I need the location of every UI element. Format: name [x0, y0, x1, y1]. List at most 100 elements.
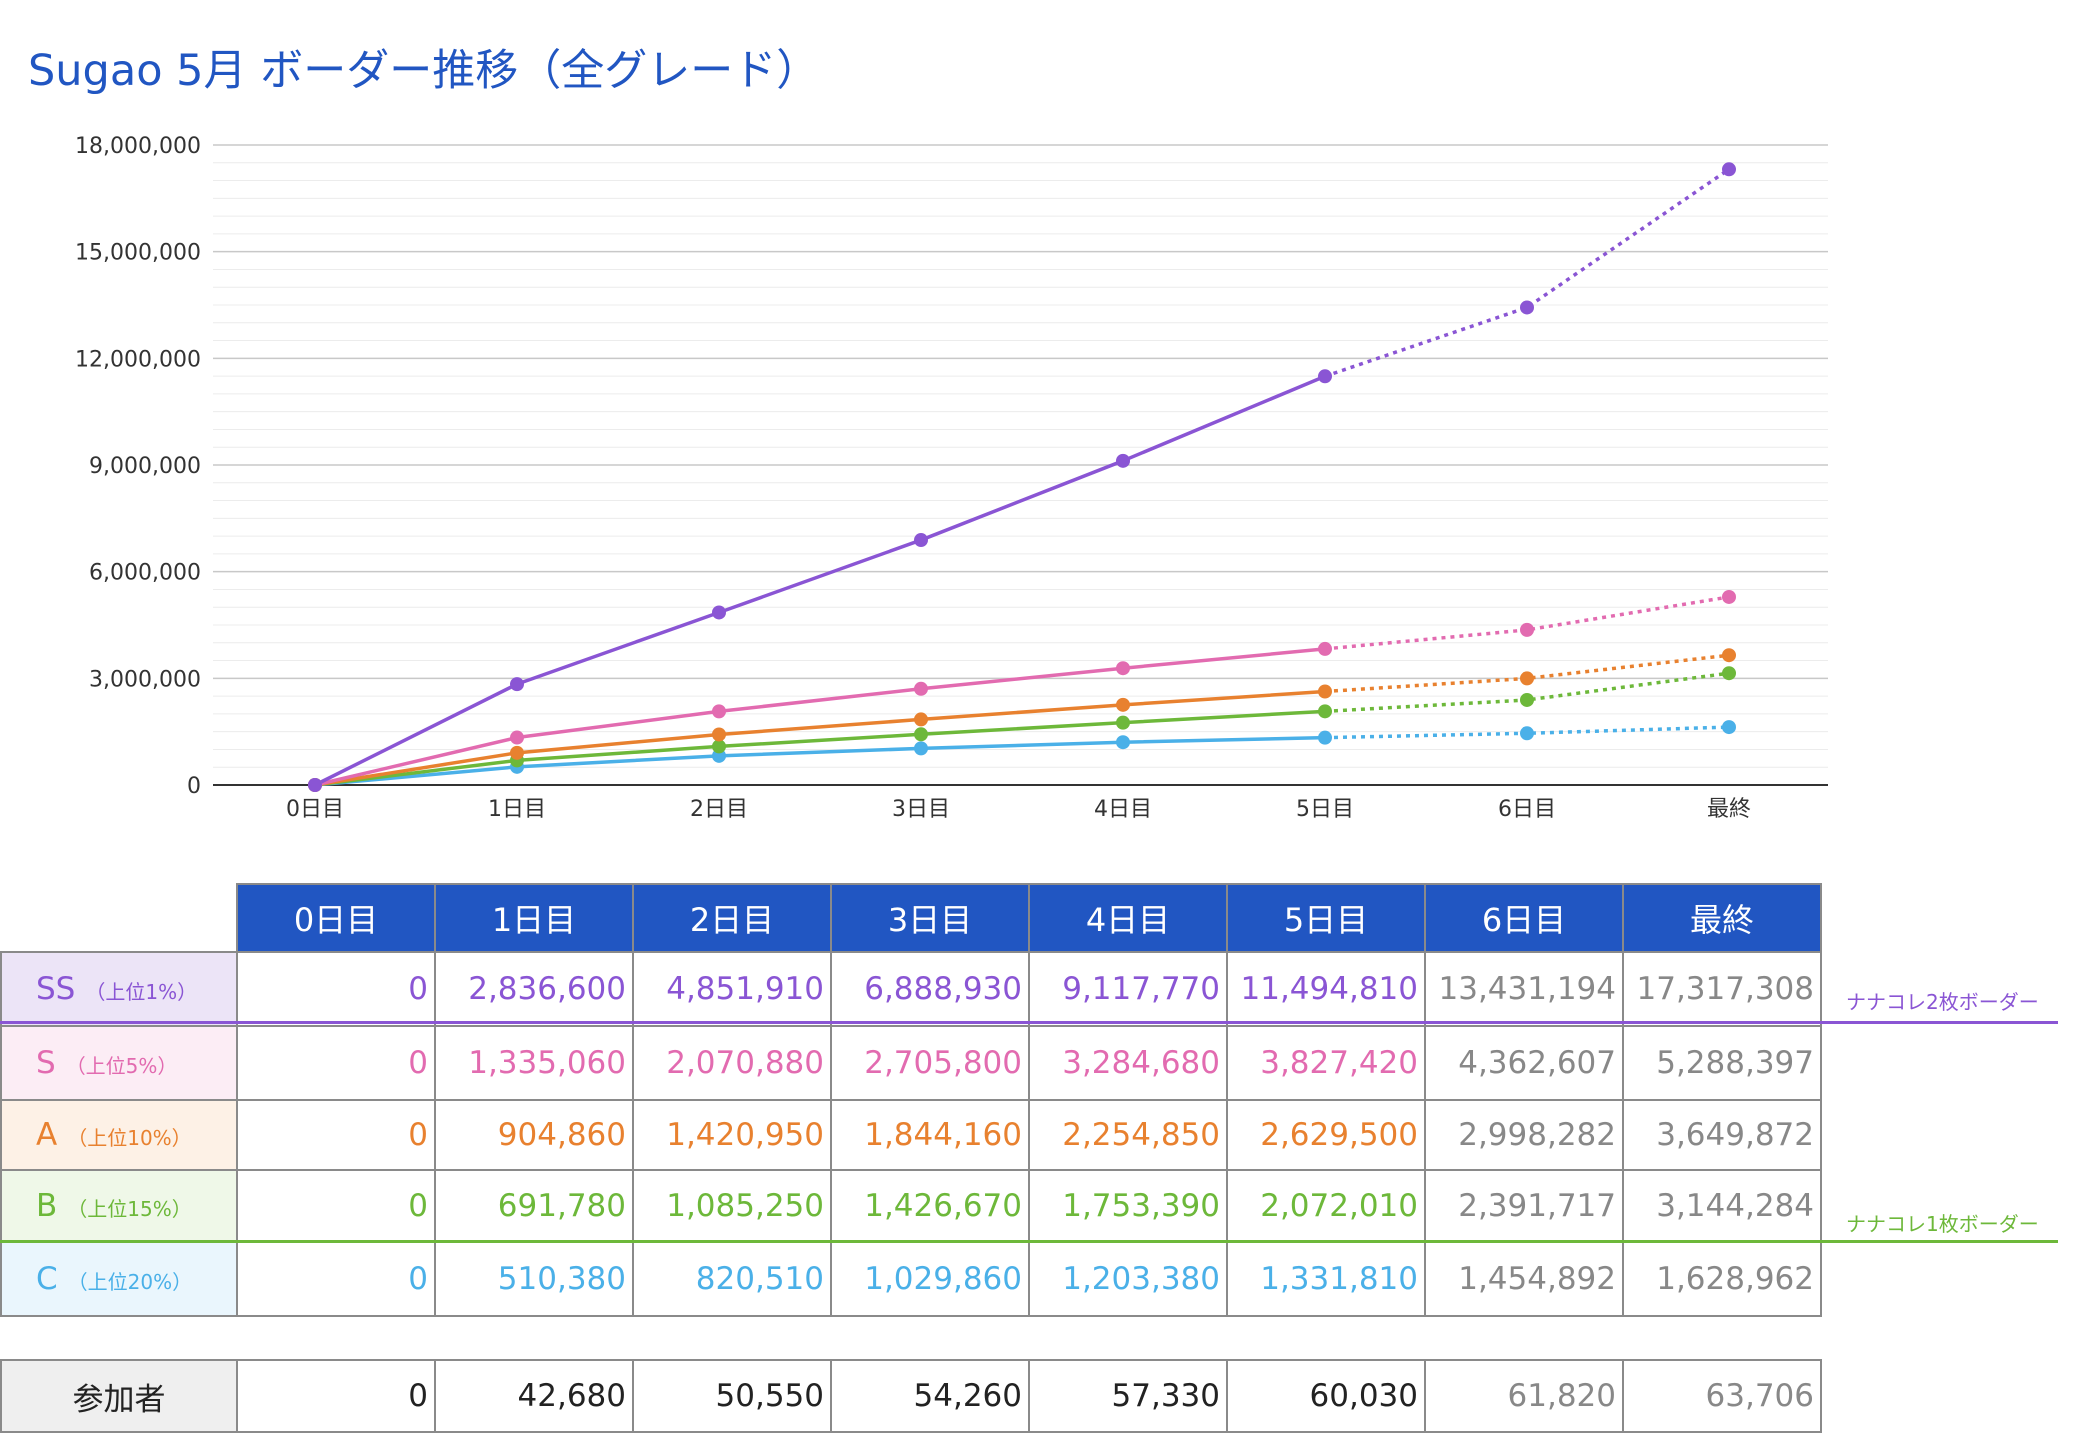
col-header: 最終	[1622, 883, 1822, 953]
table-row-b: B （上位15%） 0 691,780 1,085,250 1,426,670 1,753,…	[0, 1169, 1822, 1243]
series-projection-ss	[1324, 167, 1730, 378]
data-point-c	[914, 741, 928, 756]
data-point-c	[1116, 735, 1130, 750]
series-line-c	[314, 735, 1326, 787]
participants-cell: 57,330	[1028, 1359, 1228, 1433]
data-point-s	[1318, 641, 1332, 656]
table-cell: 4,851,910	[632, 951, 832, 1027]
series-line-s	[314, 647, 1326, 787]
data-point-s	[510, 730, 524, 745]
table-cell: 1,335,060	[434, 1025, 634, 1101]
participants-cell: 60,030	[1226, 1359, 1426, 1433]
table-cell: 510,380	[434, 1241, 634, 1317]
y-tick-label: 12,000,000	[75, 347, 201, 372]
table-cell: 0	[236, 951, 436, 1027]
col-header: 5日目	[1226, 883, 1426, 953]
y-tick-label: 6,000,000	[89, 561, 201, 586]
data-point-ss	[1116, 453, 1130, 468]
data-point-b	[712, 739, 726, 754]
row-label-c: C （上位20%）	[0, 1241, 238, 1317]
table-cell: 11,494,810	[1226, 951, 1426, 1027]
table-cell: 0	[236, 1099, 436, 1171]
y-tick-label: 9,000,000	[89, 454, 201, 479]
table-cell: 2,629,500	[1226, 1099, 1426, 1171]
grade-percentile: （上位20%）	[67, 1270, 193, 1294]
table-cell: 1,203,380	[1028, 1241, 1228, 1317]
data-point-b	[1520, 692, 1534, 707]
y-tick-label: 0	[187, 774, 201, 799]
table-spacer	[1, 1316, 1821, 1360]
data-point-ss	[1722, 162, 1736, 177]
table-cell: 1,628,962	[1622, 1241, 1822, 1317]
grade-name: C	[36, 1261, 58, 1297]
table-cell: 1,331,810	[1226, 1241, 1426, 1317]
y-tick-label: 18,000,000	[75, 134, 201, 159]
table-cell: 0	[236, 1025, 436, 1101]
y-tick-label: 15,000,000	[75, 241, 201, 266]
participants-cell: 54,260	[830, 1359, 1030, 1433]
data-point-c	[1520, 726, 1534, 741]
table-cell: 1,085,250	[632, 1169, 832, 1243]
data-point-a	[510, 745, 524, 760]
data-point-ss	[1520, 300, 1534, 315]
x-tick-label: 1日目	[488, 797, 546, 822]
col-header: 1日目	[434, 883, 634, 953]
table-row-a: A （上位10%） 0 904,860 1,420,950 1,844,160 2,254,…	[0, 1099, 1822, 1171]
data-point-s	[1520, 622, 1534, 637]
chart-title: Sugao 5月 ボーダー推移（全グレード）	[28, 46, 820, 96]
participants-cell: 61,820	[1424, 1359, 1624, 1433]
participants-cell: 50,550	[632, 1359, 832, 1433]
table-header-row: 0日目 1日目 2日目 3日目 4日目 5日目 6日目 最終	[1, 883, 1822, 953]
grade-percentile: （上位15%）	[67, 1197, 192, 1221]
col-header: 6日目	[1424, 883, 1624, 953]
table-cell: 1,454,892	[1424, 1241, 1624, 1317]
table-cell: 17,317,308	[1622, 951, 1822, 1027]
data-point-a	[1520, 671, 1534, 686]
table-cell: 0	[236, 1241, 436, 1317]
table-cell: 2,836,600	[434, 951, 634, 1027]
table-cell: 9,117,770	[1028, 951, 1228, 1027]
nanacolle-1-card-border-line	[0, 1240, 2058, 1243]
table-row-s: S （上位5%） 0 1,335,060 2,070,880 2,705,800 3,284…	[0, 1025, 1822, 1101]
table-cell: 2,072,010	[1226, 1169, 1426, 1243]
col-header: 0日目	[236, 883, 436, 953]
table-cell: 691,780	[434, 1169, 634, 1243]
table-cell: 3,827,420	[1226, 1025, 1426, 1101]
x-tick-label: 4日目	[1094, 797, 1152, 822]
data-point-b	[914, 727, 928, 742]
data-point-ss	[1318, 369, 1332, 384]
table-cell: 3,284,680	[1028, 1025, 1228, 1101]
y-tick-label: 3,000,000	[89, 667, 201, 692]
line-chart: 0 3,000,000 6,000,000 9,000,000 12,000,000 15…	[75, 134, 1828, 822]
data-point-a	[1318, 684, 1332, 699]
data-point-c	[1318, 730, 1332, 745]
table-cell: 820,510	[632, 1241, 832, 1317]
x-tick-label: 5日目	[1296, 797, 1354, 822]
series-line-a	[314, 689, 1326, 787]
participants-cell: 63,706	[1622, 1359, 1822, 1433]
data-point-s	[712, 704, 726, 719]
data-point-ss	[712, 605, 726, 620]
series-line-b	[314, 709, 1326, 787]
row-label-b: B （上位15%）	[0, 1169, 238, 1243]
grade-name: S	[36, 1045, 56, 1081]
table-cell: 3,144,284	[1622, 1169, 1822, 1243]
table-cell: 1,029,860	[830, 1241, 1030, 1317]
participants-label: 参加者	[0, 1359, 238, 1433]
nanacolle-2-card-border-line	[0, 1021, 2058, 1024]
data-point-a	[1722, 648, 1736, 663]
x-tick-label: 6日目	[1498, 797, 1556, 822]
nanacolle-2-card-border-note: ナナコレ2枚ボーダー	[1846, 990, 2039, 1014]
table-cell: 6,888,930	[830, 951, 1030, 1027]
table-cell: 2,070,880	[632, 1025, 832, 1101]
table-cell: 2,391,717	[1424, 1169, 1624, 1243]
data-point-ss	[308, 778, 322, 792]
grade-percentile: （上位10%）	[67, 1126, 192, 1150]
border-table: 0日目 1日目 2日目 3日目 4日目 5日目 6日目 最終 SS （上位1%） 0…	[0, 883, 1822, 1433]
data-point-b	[1722, 666, 1736, 681]
row-label-ss: SS （上位1%）	[0, 951, 238, 1027]
data-point-c	[1722, 720, 1736, 735]
table-cell: 904,860	[434, 1099, 634, 1171]
table-cell: 5,288,397	[1622, 1025, 1822, 1101]
grade-name: B	[36, 1188, 58, 1224]
